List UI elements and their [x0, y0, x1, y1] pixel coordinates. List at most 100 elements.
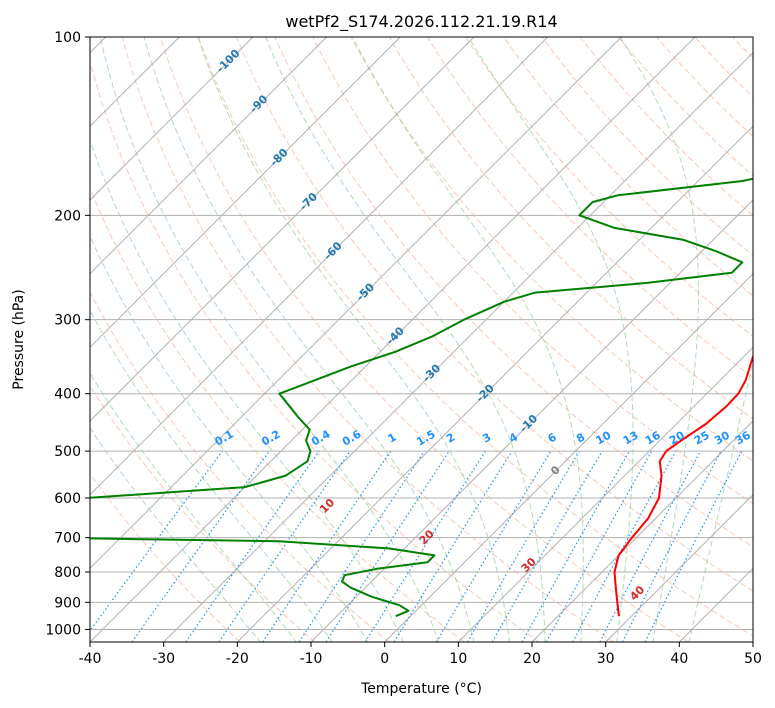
- dry-adiabat-line: [274, 37, 753, 548]
- dry-adiabat-line: [465, 37, 753, 338]
- isotherm-label: -30: [420, 361, 443, 384]
- chart-title: wetPf2_S174.2026.112.21.19.R14: [285, 12, 557, 32]
- series-layer: [90, 177, 753, 618]
- moist-adiabat-line: [90, 427, 261, 642]
- y-tick-label: 600: [54, 491, 81, 507]
- y-tick-label: 200: [54, 208, 81, 224]
- mixing-ratio-label: 16: [643, 428, 663, 447]
- dry-adiabat-line: [90, 472, 241, 642]
- dry-adiabat-line: [90, 59, 540, 642]
- mixing-ratio-line: [572, 450, 677, 642]
- dry-adiabat-label: 20: [417, 527, 437, 547]
- dry-adiabat-line: [90, 186, 465, 642]
- isotherm-line: [457, 346, 753, 642]
- isotherm-line: [90, 37, 401, 349]
- dry-adiabat-line: [732, 37, 753, 59]
- isotherm-line: [605, 493, 753, 642]
- x-tick-label: 30: [597, 651, 615, 667]
- y-tick-label: 1000: [45, 622, 81, 638]
- y-tick-label: 700: [54, 531, 81, 547]
- y-tick-label: 300: [54, 313, 81, 329]
- x-tick-label: 50: [744, 651, 762, 667]
- dry-adiabat-line: [197, 37, 753, 637]
- plot-frame: [89, 36, 754, 643]
- x-tick-label: 20: [523, 651, 541, 667]
- x-axis-ticks: -40 -30 -20 -10 0 10 20 30 40 50: [79, 642, 762, 667]
- mixing-ratio-line: [185, 450, 320, 642]
- dry-adiabat-line: [121, 37, 614, 642]
- dry-adiabat-line: [159, 37, 689, 642]
- mixing-ratio-label: 36: [733, 428, 753, 447]
- x-tick-label: 10: [449, 651, 467, 667]
- x-tick-label: 0: [380, 651, 389, 667]
- isotherm-label: -20: [474, 381, 497, 404]
- y-axis-label: Pressure (hPa): [11, 289, 27, 389]
- isotherm-line: [310, 199, 753, 642]
- x-axis-label: Temperature (°C): [360, 681, 482, 697]
- x-tick-label: -10: [300, 651, 323, 667]
- mixing-ratio-line: [131, 450, 270, 642]
- moist-adiabat-line: [90, 309, 333, 642]
- dry-adiabat-line: [90, 384, 316, 642]
- mixing-ratio-line: [218, 450, 351, 642]
- moist-adiabat-line: [467, 37, 634, 642]
- mixing-ratio-line: [644, 450, 743, 642]
- y-tick-label: 100: [54, 30, 81, 46]
- pressure-gridlines: [90, 37, 753, 630]
- dry-adiabat-line: [312, 37, 753, 505]
- temperature-profile-line: [613, 353, 753, 617]
- dry-adiabat-line: [236, 37, 753, 592]
- dry-adiabat-label: 40: [627, 583, 647, 603]
- dry-adiabat-line: [90, 291, 390, 642]
- y-tick-label: 500: [54, 444, 81, 460]
- y-tick-label: 900: [54, 595, 81, 611]
- moist-adiabat-line: [265, 37, 546, 642]
- dry-adiabat-line: [350, 37, 753, 462]
- mixing-ratio-label: 3: [480, 431, 493, 446]
- isotherm-line: [163, 51, 753, 642]
- isotherm-line: [678, 567, 753, 642]
- mixing-ratio-line: [545, 450, 653, 642]
- line-labels: -100-90-80-70-60-50-40-30-20-10010203040…: [212, 47, 753, 604]
- isotherm-line: [90, 37, 696, 642]
- mixing-ratio-line: [90, 450, 223, 632]
- isotherm-line: [236, 125, 753, 642]
- dry-adiabat-line: [579, 37, 753, 217]
- mixing-ratio-line: [599, 450, 702, 642]
- mixing-ratio-label: 4: [507, 430, 520, 445]
- isotherm-line: [90, 37, 328, 275]
- x-tick-label: -20: [226, 651, 249, 667]
- mixing-ratio-label: 2: [444, 431, 457, 446]
- dry-adiabat-label: 10: [317, 496, 337, 516]
- isotherm-line: [90, 37, 254, 201]
- mixing-ratio-label: 0.4: [309, 427, 333, 448]
- mixing-ratio-label: 1: [386, 431, 399, 446]
- mixing-ratio-label: 0.1: [212, 428, 235, 449]
- mixing-ratio-label: 13: [621, 429, 641, 448]
- isotherm-line: [90, 37, 549, 496]
- mixing-ratio-line: [298, 450, 425, 642]
- isotherm-line: [384, 272, 753, 642]
- dry-adiabat-line: [745, 10, 775, 642]
- dry-adiabat-line: [541, 37, 753, 257]
- x-tick-label: -30: [152, 651, 175, 667]
- isotherm-line: [531, 420, 753, 642]
- moist-adiabat-line: [619, 37, 699, 642]
- isotherm-label: -80: [267, 146, 290, 169]
- dewpoint-profile-line: [90, 177, 753, 618]
- dry-adiabat-line: [655, 37, 753, 138]
- mixing-ratio-line: [262, 450, 392, 642]
- moist-adiabat-line: [99, 37, 440, 642]
- mixing-ratio-label: 0.2: [259, 428, 282, 449]
- moist-adiabat-line: [90, 371, 297, 642]
- mixing-ratio-line: [521, 450, 631, 642]
- y-axis-ticks: 100 200 300 400 500 600 700 800 900 1000: [45, 30, 90, 638]
- moist-adiabat-line: [90, 138, 404, 642]
- isotherm-line: [752, 641, 753, 642]
- dry-adiabat-line: [426, 37, 753, 379]
- mixing-ratio-line: [325, 450, 450, 642]
- x-tick-label: 40: [670, 651, 688, 667]
- mixing-ratio-line: [393, 450, 513, 642]
- mixing-ratio-line: [435, 450, 552, 642]
